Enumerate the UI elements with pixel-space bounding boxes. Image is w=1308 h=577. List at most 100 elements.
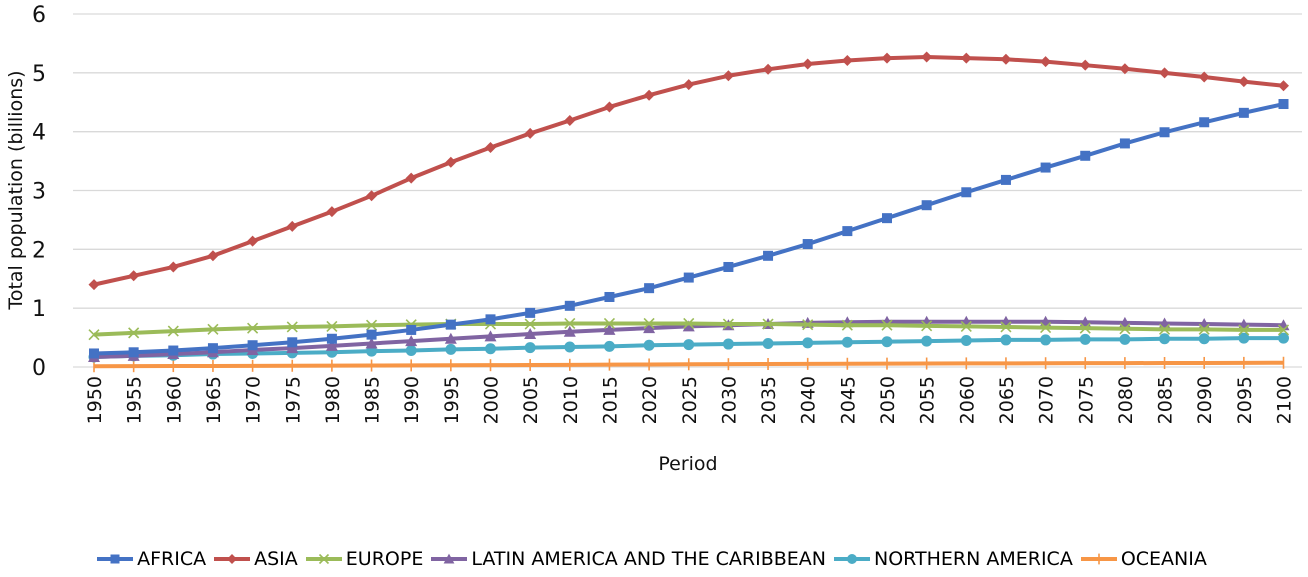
data-point	[167, 325, 179, 337]
data-point	[723, 261, 734, 272]
data-point	[286, 321, 298, 333]
x-tick-label: 1950	[84, 376, 106, 424]
data-point	[881, 319, 893, 331]
data-point	[524, 342, 536, 354]
data-point	[445, 343, 457, 355]
data-point	[1198, 323, 1210, 335]
data-point	[961, 187, 972, 198]
data-point	[762, 318, 774, 330]
data-point	[682, 320, 695, 332]
x-tick-label: 1975	[282, 376, 304, 424]
data-point	[1159, 67, 1171, 79]
x-tick-label: 2000	[481, 376, 503, 424]
legend-swatch-icon	[431, 553, 468, 564]
data-point	[485, 343, 496, 355]
x-tick-label: 2060	[956, 376, 978, 424]
data-point	[1119, 138, 1130, 149]
data-point	[603, 323, 616, 335]
data-point	[603, 340, 615, 352]
data-point	[1079, 322, 1091, 334]
x-tick-label: 2025	[679, 376, 701, 424]
data-point	[802, 58, 814, 70]
data-point	[1198, 71, 1210, 83]
data-point	[485, 142, 496, 154]
x-tick-label: 1990	[401, 376, 423, 424]
data-point	[1198, 333, 1210, 345]
data-point	[882, 213, 892, 224]
data-point	[1238, 76, 1250, 88]
legend-swatch-icon	[1080, 553, 1117, 565]
x-tick-label: 1970	[243, 376, 265, 424]
data-point	[921, 51, 933, 63]
series-lines	[88, 51, 1290, 373]
legend-swatch-icon	[214, 554, 251, 564]
data-point	[1277, 324, 1290, 336]
data-point	[1119, 333, 1131, 345]
data-point	[1159, 127, 1170, 138]
data-point	[1000, 174, 1011, 185]
data-point	[1040, 56, 1052, 68]
data-point	[564, 114, 576, 126]
data-point	[325, 339, 338, 351]
gridlines	[73, 13, 1302, 368]
x-tick-label: 2095	[1234, 376, 1256, 424]
data-point	[365, 319, 378, 331]
data-point	[1000, 53, 1012, 65]
x-tick-label: 2100	[1274, 376, 1296, 424]
legend-item: OCEANIA	[1079, 548, 1207, 570]
legend-label: ASIA	[254, 548, 298, 570]
data-point	[604, 291, 615, 302]
data-point	[564, 300, 575, 311]
legend-swatch-icon	[97, 554, 134, 564]
data-point	[921, 335, 933, 347]
data-point	[841, 319, 853, 331]
x-tick-label: 2055	[917, 376, 939, 424]
data-point	[89, 348, 99, 359]
data-point	[921, 200, 932, 211]
y-tick-label: 3	[32, 180, 46, 205]
legend-item: ASIA	[212, 548, 298, 570]
data-point	[1238, 324, 1250, 336]
data-point	[445, 319, 456, 330]
data-point	[1159, 333, 1171, 345]
chart-legend: AFRICA ASIA EUROPE LATIN AMERICA AND THE CA…	[0, 548, 1308, 570]
data-point	[762, 337, 774, 349]
data-point	[207, 250, 219, 262]
data-point	[287, 337, 298, 348]
data-point	[524, 127, 536, 139]
x-tick-label: 2065	[996, 376, 1018, 424]
legend-item: NORTHERN AMERICA	[832, 548, 1073, 570]
data-point	[564, 317, 576, 330]
legend-item: EUROPE	[304, 548, 423, 570]
x-tick-label: 2040	[798, 376, 820, 424]
data-point	[643, 89, 655, 101]
data-point	[960, 335, 972, 347]
data-point	[643, 322, 656, 334]
series-line	[93, 54, 1284, 287]
data-point	[286, 220, 298, 232]
data-point	[207, 343, 218, 354]
data-point	[1040, 162, 1051, 173]
data-point	[960, 320, 972, 332]
data-point	[1119, 63, 1131, 75]
x-tick-label: 1980	[322, 376, 344, 424]
data-point	[1079, 59, 1091, 71]
data-point	[406, 324, 417, 335]
data-point	[722, 318, 734, 330]
data-point	[444, 332, 457, 344]
y-tick-label: 1	[32, 297, 46, 322]
y-tick-label: 2	[32, 238, 46, 263]
data-point	[841, 54, 853, 66]
legend-label: AFRICA	[137, 548, 207, 570]
x-tick-label: 1965	[203, 376, 225, 424]
x-tick-label: 2035	[758, 376, 780, 424]
data-point	[1158, 323, 1171, 335]
data-point	[366, 190, 378, 202]
data-point	[683, 272, 694, 283]
legend-swatch-icon	[834, 554, 871, 564]
data-point	[643, 317, 655, 330]
x-tick-label: 2080	[1115, 376, 1137, 424]
y-tick-label: 6	[32, 3, 46, 28]
data-point	[167, 261, 179, 273]
data-point	[485, 314, 496, 325]
